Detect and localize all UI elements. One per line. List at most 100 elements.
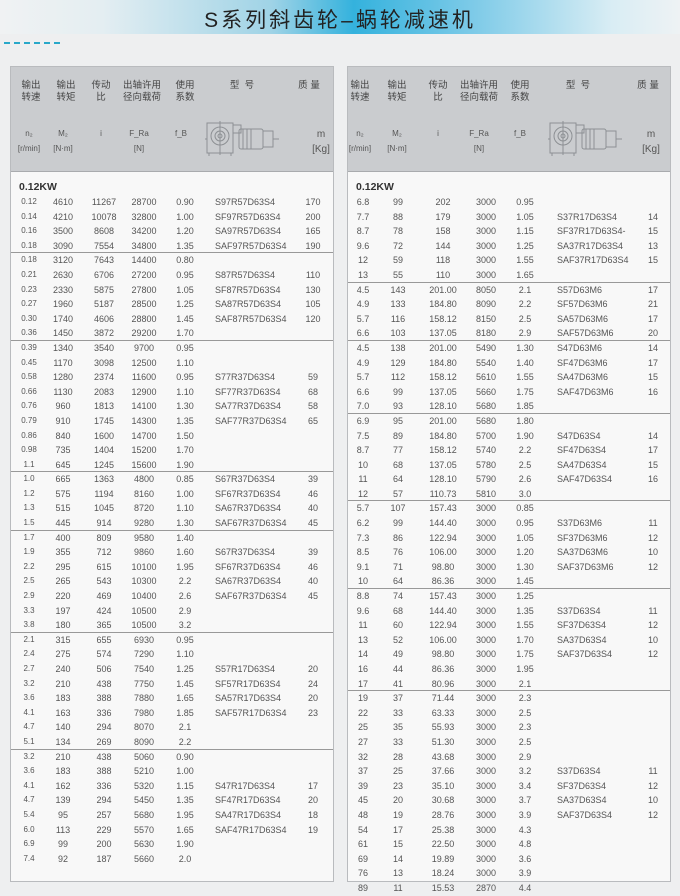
cell-output-torque: 3500 bbox=[52, 226, 74, 237]
cell-service-factor: 2.1 bbox=[178, 722, 192, 733]
table-row: 0.86 840 1600 14700 1.50 bbox=[11, 429, 333, 444]
gearbox-drawing-icon bbox=[548, 119, 624, 162]
table-row: 8.8 74 157.43 3000 1.25 bbox=[348, 588, 670, 604]
cell-ratio: 80.96 bbox=[431, 678, 455, 689]
cell-output-speed: 5.4 bbox=[23, 809, 35, 819]
cell-service-factor: 2.9 bbox=[178, 605, 192, 616]
title-banner bbox=[0, 0, 680, 34]
cell-radial-load: 3000 bbox=[475, 678, 497, 689]
cell-radial-load: 8090 bbox=[475, 299, 497, 310]
cell-mass: 11 bbox=[648, 766, 658, 777]
cell-radial-load: 3000 bbox=[475, 707, 497, 718]
cell-service-factor: 0.85 bbox=[516, 503, 534, 514]
cell-radial-load: 5490 bbox=[475, 342, 497, 353]
cell-model: SF47R17D63S4 bbox=[215, 795, 281, 806]
table-row: 22 33 63.33 3000 2.5 bbox=[348, 706, 670, 721]
cell-output-torque: 86 bbox=[392, 532, 404, 543]
cell-ratio: 18.24 bbox=[431, 868, 455, 879]
table-row: 0.18 3090 7554 34800 1.35 SAF97R57D63S4 190 bbox=[11, 239, 333, 254]
table-row: 0.30 1740 4606 28800 1.45 SAF87R57D63S4 120 bbox=[11, 312, 333, 327]
cell-service-factor: 1.25 bbox=[516, 591, 534, 602]
cell-radial-load: 29200 bbox=[131, 328, 157, 339]
cell-model: SF47D63S4 bbox=[557, 445, 607, 456]
cell-ratio: 158.12 bbox=[429, 313, 457, 324]
cell-output-torque: 33 bbox=[392, 736, 404, 747]
table-row: 2.1 315 655 6930 0.95 bbox=[11, 631, 333, 648]
cell-output-torque: 99 bbox=[392, 518, 404, 529]
cell-ratio: 5187 bbox=[93, 299, 115, 310]
cell-radial-load: 3000 bbox=[475, 255, 497, 266]
cell-output-speed: 0.14 bbox=[21, 211, 37, 221]
cell-ratio: 55.93 bbox=[431, 722, 455, 733]
table-row: 45 20 30.68 3000 3.7 SA37D63S4 10 bbox=[348, 793, 670, 808]
cell-model: SAF67R37D63S4 bbox=[215, 591, 287, 602]
cell-ratio: 269 bbox=[96, 736, 112, 747]
table-row: 0.79 910 1745 14300 1.35 SAF77R37D63S4 65 bbox=[11, 414, 333, 429]
cell-output-torque: 15 bbox=[392, 839, 404, 850]
cell-output-torque: 103 bbox=[390, 328, 406, 339]
cell-service-factor: 1.80 bbox=[516, 415, 534, 426]
cell-model: SF57D63M6 bbox=[557, 299, 608, 310]
cell-mass: 59 bbox=[307, 372, 319, 383]
cell-output-torque: 665 bbox=[55, 474, 71, 485]
cell-radial-load: 11600 bbox=[131, 372, 157, 383]
cell-ratio: 110 bbox=[435, 269, 451, 280]
cell-ratio: 202 bbox=[435, 197, 451, 207]
cell-output-torque: 52 bbox=[392, 634, 404, 645]
cell-output-torque: 77 bbox=[392, 445, 404, 456]
cell-output-speed: 27 bbox=[357, 736, 369, 747]
cell-output-speed: 69 bbox=[357, 853, 369, 864]
cell-model: SA57R17D63S4 bbox=[215, 693, 282, 704]
cell-mass: 130 bbox=[305, 284, 321, 295]
cell-radial-load: 15200 bbox=[131, 445, 157, 456]
table-row: 5.7 107 157.43 3000 0.85 bbox=[348, 500, 670, 516]
cell-service-factor: 1.70 bbox=[176, 445, 194, 456]
cell-mass: 15 bbox=[647, 459, 659, 470]
cell-output-torque: 19 bbox=[392, 809, 404, 820]
cell-mass: 17 bbox=[647, 284, 659, 295]
cell-output-speed: 2.2 bbox=[23, 561, 35, 571]
cell-output-speed: 2.1 bbox=[23, 634, 35, 644]
cell-service-factor: 3.2 bbox=[518, 766, 532, 777]
cell-output-speed: 6.6 bbox=[356, 328, 370, 339]
cell-ratio: 157.43 bbox=[429, 591, 457, 602]
cell-output-torque: 33 bbox=[392, 707, 404, 718]
cell-radial-load: 3000 bbox=[475, 649, 497, 660]
cell-model: SAF37R17D63S4 bbox=[557, 255, 629, 266]
cell-radial-load: 5210 bbox=[133, 766, 155, 777]
table-row: 7.3 86 122.94 3000 1.05 SF37D63M6 12 bbox=[348, 531, 670, 546]
table-row: 5.7 116 158.12 8150 2.5 SA57D63M6 17 bbox=[348, 312, 670, 327]
cell-service-factor: 2.5 bbox=[518, 459, 532, 470]
table-header: 输出 转速 输出 转矩 传动 比出轴许用 径向载荷 使用 系数 型 号 质 量 n₂ M₂ i F… bbox=[348, 67, 670, 172]
cell-output-torque: 44 bbox=[392, 664, 404, 674]
cell-mass: 46 bbox=[307, 488, 319, 499]
cell-radial-load: 3000 bbox=[475, 547, 497, 558]
cell-radial-load: 14700 bbox=[131, 430, 157, 441]
header-ratio: 传动 比 bbox=[428, 80, 448, 103]
cell-output-torque: 210 bbox=[55, 751, 71, 762]
cell-mass: 19 bbox=[307, 824, 319, 835]
cell-radial-load: 3000 bbox=[475, 240, 497, 251]
cell-ratio: 1813 bbox=[93, 401, 115, 412]
table-row: 3.6 183 388 5210 1.00 bbox=[11, 764, 333, 779]
cell-output-torque: 1450 bbox=[52, 328, 74, 339]
cell-model: SA87R57D63S4 bbox=[215, 299, 282, 310]
cell-output-speed: 76 bbox=[357, 868, 369, 879]
cell-radial-load: 34800 bbox=[131, 240, 157, 251]
cell-output-torque: 1280 bbox=[52, 372, 74, 383]
symbol-output-speed: n₂ bbox=[25, 129, 33, 138]
cell-output-torque: 220 bbox=[55, 591, 71, 602]
cell-output-speed: 10 bbox=[357, 459, 369, 470]
cell-model: SF37D63S4 bbox=[557, 620, 607, 631]
gearbox-drawing-icon bbox=[205, 119, 281, 162]
cell-ratio: 3872 bbox=[93, 328, 115, 339]
cell-mass: 17 bbox=[307, 780, 319, 791]
cell-output-torque: 92 bbox=[57, 853, 69, 864]
cell-output-torque: 163 bbox=[55, 707, 71, 718]
header-radial-load: 出轴许用 径向载荷 bbox=[459, 80, 499, 103]
cell-output-speed: 19 bbox=[357, 693, 369, 704]
cell-model: SF57R17D63S4 bbox=[215, 678, 281, 689]
cell-output-torque: 93 bbox=[392, 401, 404, 412]
table-row: 32 28 43.68 3000 2.9 bbox=[348, 750, 670, 765]
cell-output-torque: 59 bbox=[392, 255, 404, 266]
